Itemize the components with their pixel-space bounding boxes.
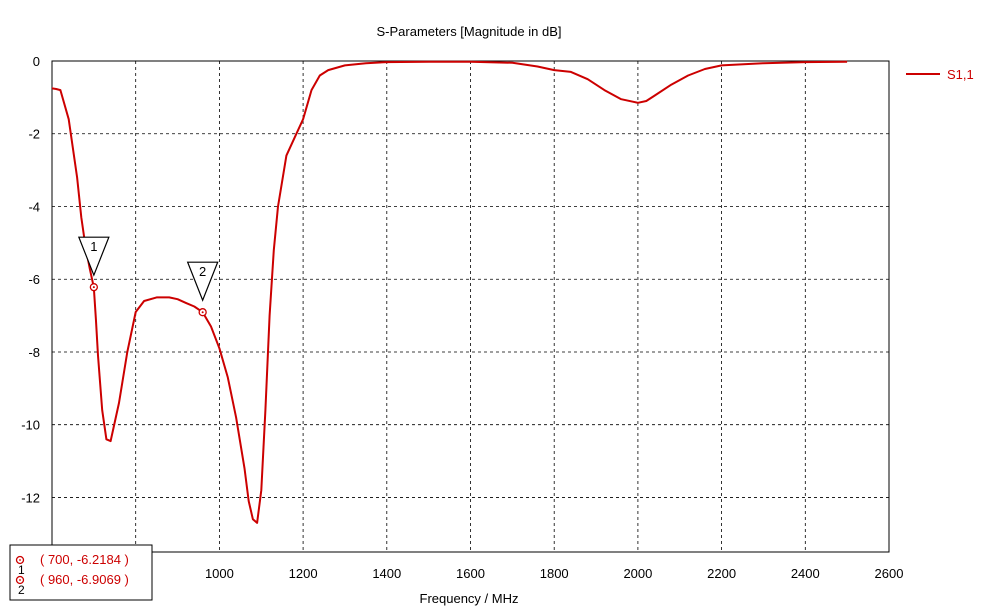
y-axis-ticks: 0 -2 -4 -6 -8 -10 -12 <box>21 54 40 505</box>
readout-marker-2-value: ( 960, -6.9069 ) <box>40 572 129 587</box>
readout-marker-2-index: 2 <box>18 583 25 597</box>
marker-2-flag <box>186 261 219 302</box>
x-tick-label: 1200 <box>289 566 318 581</box>
readout-marker-1-index: 1 <box>18 563 25 577</box>
marker-2-label: 2 <box>199 264 206 279</box>
y-tick-label: 0 <box>33 54 40 69</box>
marker-readout-box[interactable]: 1 ( 700, -6.2184 ) 2 ( 960, -6.9069 ) <box>9 544 153 601</box>
readout-marker-2-dot <box>19 579 21 581</box>
marker-2[interactable]: 2 <box>186 261 219 317</box>
readout-marker-1-icon <box>15 555 25 565</box>
x-tick-label: 1000 <box>205 566 234 581</box>
x-tick-label: 1800 <box>540 566 569 581</box>
y-tick-label: -6 <box>28 272 40 287</box>
x-tick-label: 1400 <box>372 566 401 581</box>
grid-lines <box>51 61 889 552</box>
x-tick-label: 2000 <box>623 566 652 581</box>
readout-marker-1-dot <box>19 559 21 561</box>
y-tick-label: -4 <box>28 199 40 214</box>
x-axis-ticks: 800100012001400160018002000220024002600 <box>125 566 904 581</box>
y-tick-label: -2 <box>28 127 40 142</box>
x-tick-label: 2200 <box>707 566 736 581</box>
y-tick-label: -12 <box>21 490 40 505</box>
marker-1[interactable]: 1 <box>77 236 110 292</box>
x-tick-label: 1600 <box>456 566 485 581</box>
chart-title: S-Parameters [Magnitude in dB] <box>377 24 562 39</box>
readout-marker-2: 2 ( 960, -6.9069 ) <box>15 572 129 597</box>
x-tick-label: 2400 <box>791 566 820 581</box>
readout-marker-1: 1 ( 700, -6.2184 ) <box>15 552 129 577</box>
marker-1-point-dot <box>92 286 95 289</box>
x-axis-label: Frequency / MHz <box>420 591 519 606</box>
legend-entry-s11: S1,1 <box>947 67 974 82</box>
y-tick-label: -10 <box>21 418 40 433</box>
marker-1-flag <box>77 236 110 277</box>
readout-frame <box>9 544 153 601</box>
marker-layer: 12 <box>77 236 219 317</box>
marker-2-point-dot <box>201 311 204 314</box>
x-tick-label: 2600 <box>875 566 904 581</box>
marker-1-label: 1 <box>90 239 97 254</box>
y-tick-label: -8 <box>28 345 40 360</box>
readout-marker-2-icon <box>15 575 25 585</box>
readout-marker-1-value: ( 700, -6.2184 ) <box>40 552 129 567</box>
legend: S1,1 <box>906 67 974 82</box>
